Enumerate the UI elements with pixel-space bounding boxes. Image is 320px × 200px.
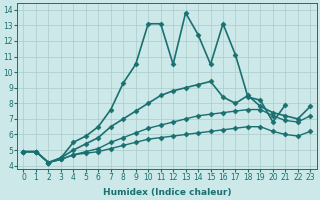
- X-axis label: Humidex (Indice chaleur): Humidex (Indice chaleur): [103, 188, 231, 197]
